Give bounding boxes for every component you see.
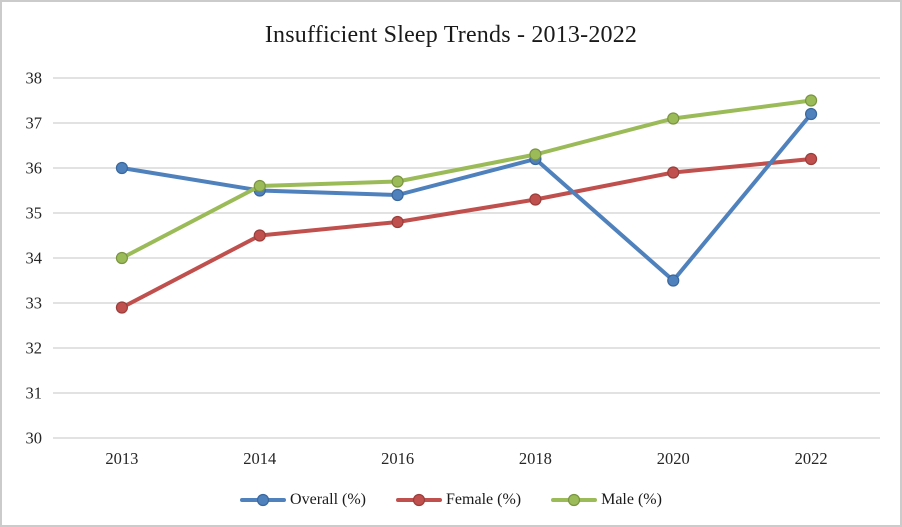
x-tick-label: 2022 bbox=[795, 449, 828, 468]
x-tick-label: 2016 bbox=[381, 449, 414, 468]
legend-item-male: Male (%) bbox=[551, 491, 662, 509]
y-tick-label: 35 bbox=[26, 204, 43, 223]
data-point-female bbox=[529, 193, 542, 206]
series-line-male bbox=[119, 98, 814, 260]
legend: Overall (%) Female (%) Male (%) bbox=[2, 491, 900, 509]
legend-marker-icon bbox=[551, 493, 598, 507]
legend-marker-dot bbox=[567, 493, 581, 507]
legend-marker-dot bbox=[256, 493, 270, 507]
legend-marker-icon bbox=[240, 493, 287, 507]
legend-marker-dot bbox=[412, 493, 426, 507]
series-line-overall bbox=[119, 112, 814, 283]
data-point-male bbox=[804, 94, 818, 107]
x-tick-label: 2018 bbox=[519, 449, 552, 468]
y-tick-label: 32 bbox=[26, 339, 43, 358]
data-point-female bbox=[804, 152, 818, 166]
data-point-female bbox=[253, 229, 266, 242]
chart-title: Insufficient Sleep Trends - 2013-2022 bbox=[264, 22, 638, 48]
y-tick-label: 34 bbox=[26, 249, 43, 268]
x-tick-label: 2020 bbox=[657, 449, 690, 468]
data-point-female bbox=[667, 166, 680, 179]
data-point-male bbox=[115, 251, 129, 265]
data-point-female bbox=[391, 215, 404, 229]
y-tick-label: 38 bbox=[26, 69, 43, 88]
y-tick-label: 33 bbox=[26, 294, 43, 313]
legend-marker-icon bbox=[396, 493, 443, 507]
legend-label: Female (%) bbox=[446, 491, 522, 508]
y-tick-label: 36 bbox=[26, 159, 43, 178]
data-point-female bbox=[115, 301, 129, 314]
data-point-male bbox=[667, 112, 680, 125]
data-point-overall bbox=[391, 188, 404, 202]
y-tick-label: 37 bbox=[26, 114, 43, 133]
series-line-female bbox=[119, 157, 814, 310]
data-point-overall bbox=[804, 107, 818, 121]
legend-label: Overall (%) bbox=[290, 491, 367, 508]
legend-item-female: Female (%) bbox=[396, 491, 521, 509]
data-point-male bbox=[529, 148, 542, 161]
data-point-overall bbox=[115, 161, 129, 175]
data-point-male bbox=[391, 175, 404, 188]
y-tick-label: 30 bbox=[26, 429, 43, 448]
y-tick-label: 31 bbox=[26, 384, 43, 403]
legend-label: Male (%) bbox=[601, 491, 662, 508]
data-point-male bbox=[253, 179, 266, 193]
data-point-overall bbox=[667, 274, 680, 287]
x-tick-label: 2013 bbox=[105, 449, 138, 468]
legend-item-overall: Overall (%) bbox=[240, 491, 366, 509]
x-tick-label: 2014 bbox=[243, 449, 276, 468]
